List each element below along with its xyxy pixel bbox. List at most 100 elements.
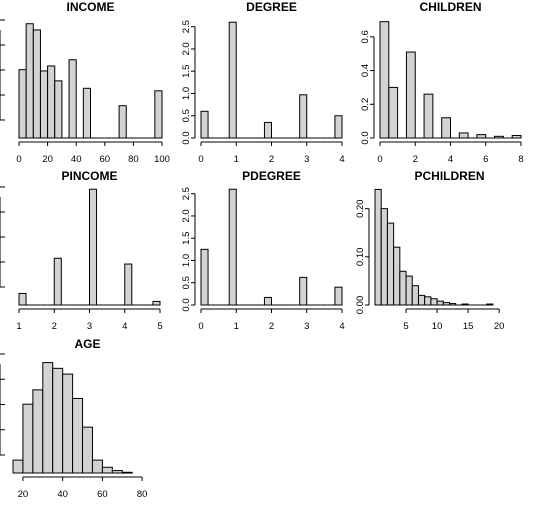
x-tick-label: 80 xyxy=(137,489,148,500)
x-tick-label: 2 xyxy=(52,321,57,332)
x-tick-label: 100 xyxy=(154,154,170,165)
panel-title: AGE xyxy=(74,337,100,351)
panel-title: PCHILDREN xyxy=(414,169,484,183)
panel-title: PINCOME xyxy=(61,169,117,183)
panel-income: INCOME 0 20 40 60 80 100 xyxy=(0,0,170,165)
x-tick-label: 20 xyxy=(42,154,53,165)
histogram-bar xyxy=(32,29,41,139)
panel-title: DEGREE xyxy=(246,0,297,14)
y-tick-label: 1.5 xyxy=(181,232,192,245)
x-tick-label: 20 xyxy=(18,489,29,500)
x-tick-label: 80 xyxy=(128,154,139,165)
histogram-bar xyxy=(405,51,416,139)
histogram-bar xyxy=(399,270,407,306)
histogram-bar xyxy=(68,59,77,139)
histogram-bar xyxy=(374,188,382,306)
histogram-bar xyxy=(53,257,62,306)
y-tick-label: 0.10 xyxy=(355,248,366,267)
y-tick-label: 0.6 xyxy=(360,30,371,43)
histogram-bar xyxy=(436,300,444,306)
y-tick-label: 1.0 xyxy=(181,254,192,267)
histogram-bar xyxy=(424,296,432,306)
y-tick-label: 0.0 xyxy=(181,298,192,311)
x-tick-label: 2 xyxy=(269,154,274,165)
histogram-bar xyxy=(263,296,273,306)
histogram-bar xyxy=(82,426,93,474)
x-tick-label: 60 xyxy=(100,154,111,165)
y-tick-label: 0.00 xyxy=(355,296,366,315)
histogram-bar xyxy=(449,303,457,306)
y-tick-label: 2.0 xyxy=(181,209,192,222)
y-tick-label: 2.5 xyxy=(181,187,192,200)
panel-age: AGE 20 40 60 80 xyxy=(0,337,147,500)
x-tick-label: 10 xyxy=(432,321,443,332)
histogram-bar xyxy=(32,389,44,474)
panel-pchildren: PCHILDREN 5 10 15 20 0.00 0.10 0.20 xyxy=(355,169,504,332)
y-tick-label: 1.0 xyxy=(181,87,192,100)
histogram-bar xyxy=(200,248,209,306)
x-tick-label: 40 xyxy=(71,154,82,165)
histogram-bar xyxy=(124,263,133,306)
x-tick-label: 4 xyxy=(122,321,127,332)
x-tick-label: 3 xyxy=(304,154,309,165)
x-tick-label: 0 xyxy=(377,154,382,165)
x-tick-label: 6 xyxy=(483,154,488,165)
panel-title: INCOME xyxy=(67,0,115,14)
histogram-bar xyxy=(101,466,113,474)
histogram-bar xyxy=(388,86,399,139)
x-tick-label: 3 xyxy=(87,321,92,332)
x-tick-label: 1 xyxy=(234,154,239,165)
histogram-bar xyxy=(22,403,34,474)
x-tick-label: 4 xyxy=(448,154,453,165)
histogram-bar xyxy=(12,459,24,474)
histogram-bar xyxy=(154,90,163,139)
y-tick-label: 1.5 xyxy=(181,65,192,78)
histogram-bar xyxy=(405,275,413,306)
x-tick-label: 0 xyxy=(198,154,203,165)
x-tick-label: 5 xyxy=(403,321,408,332)
x-tick-label: 4 xyxy=(339,321,344,332)
histogram-bar xyxy=(441,117,451,139)
histogram-bar xyxy=(52,367,64,474)
panel-degree: DEGREE 0 1 2 3 4 0.0 0.5 1.0 1.5 2.0 2.5 xyxy=(181,0,345,165)
x-tick-label: 5 xyxy=(157,321,162,332)
histogram-bar xyxy=(458,132,469,139)
histogram-bar xyxy=(430,298,438,306)
histogram-bar xyxy=(380,208,388,306)
panel-children: CHILDREN 0 2 4 6 8 0.0 0.2 0.4 0.6 xyxy=(360,0,524,165)
histogram-bar xyxy=(42,362,54,474)
histogram-bar xyxy=(417,294,426,306)
histogram-bar xyxy=(118,105,127,139)
histogram-bar xyxy=(91,459,103,474)
histogram-bar xyxy=(72,397,84,474)
histogram-bar xyxy=(200,110,209,139)
histogram-bar xyxy=(121,471,133,474)
x-tick-label: 1 xyxy=(16,321,21,332)
histogram-bar xyxy=(423,93,434,139)
histogram-bar xyxy=(111,470,123,474)
x-tick-label: 2 xyxy=(413,154,418,165)
x-tick-label: 4 xyxy=(339,154,344,165)
x-tick-label: 20 xyxy=(494,321,505,332)
panel-title: CHILDREN xyxy=(420,0,482,14)
panel-pincome: PINCOME 1 2 3 4 5 xyxy=(0,169,163,332)
x-tick-label: 3 xyxy=(304,321,309,332)
histogram-bar xyxy=(511,134,522,139)
x-tick-label: 40 xyxy=(57,489,68,500)
x-tick-label: 60 xyxy=(97,489,108,500)
histogram-bar xyxy=(47,65,56,139)
histogram-bar xyxy=(334,115,343,139)
histogram-bar xyxy=(476,134,487,139)
x-tick-label: 0 xyxy=(16,154,21,165)
histogram-bar xyxy=(299,276,308,306)
x-tick-label: 2 xyxy=(269,321,274,332)
histogram-bar xyxy=(299,94,308,139)
panel-pdegree: PDEGREE 0 1 2 3 4 0.0 0.5 1.0 1.5 2.0 2.5 xyxy=(181,169,345,332)
y-tick-label: 0.4 xyxy=(360,64,371,77)
histogram-bar xyxy=(379,21,390,139)
x-tick-label: 1 xyxy=(234,321,239,332)
y-tick-label: 0.2 xyxy=(360,98,371,111)
y-tick-label: 0.5 xyxy=(181,109,192,122)
x-tick-label: 15 xyxy=(463,321,474,332)
